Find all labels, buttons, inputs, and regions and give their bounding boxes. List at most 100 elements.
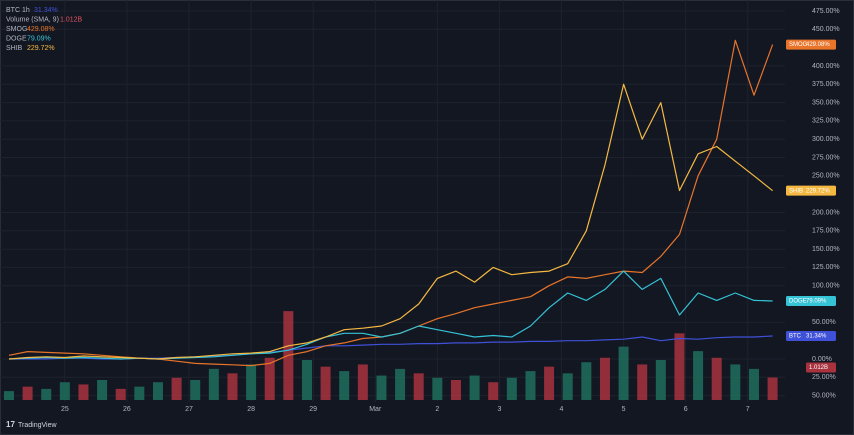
x-tick-label: 3	[497, 406, 501, 413]
legend-interval: 1h	[22, 7, 30, 14]
volume-bar	[767, 377, 778, 400]
volume-bar	[246, 364, 257, 400]
price-tag-box	[786, 185, 836, 196]
volume-bar	[152, 382, 163, 400]
price-tag: SHIB 229.72%	[786, 185, 836, 196]
legend-value: 429.08%	[27, 26, 55, 33]
legend-name: Volume (SMA, 9)	[6, 16, 59, 23]
volume-bar	[581, 362, 592, 400]
volume-bar	[469, 375, 480, 400]
volume-bar	[357, 364, 368, 400]
price-tag: BTC 31.34%	[786, 331, 836, 342]
price-tag: DOGE 79.09%	[786, 296, 836, 307]
price-tag-name: SMOG	[789, 42, 808, 48]
volume-bar	[730, 364, 741, 400]
y-tick-label: 175.00%	[812, 228, 840, 235]
y-tick-label: 450.00%	[812, 26, 840, 33]
y-tick-label: 400.00%	[812, 63, 840, 70]
volume-bar	[599, 357, 610, 400]
price-tag-box	[786, 39, 836, 50]
volume-bar	[488, 382, 499, 400]
volume-tag-value: 1.012B	[809, 365, 828, 371]
y-tick-label: 25.00%	[812, 374, 836, 381]
volume-bar	[78, 384, 89, 400]
y-tick-label: 100.00%	[812, 283, 840, 290]
y-tick-label: 300.00%	[812, 136, 840, 143]
x-tick-label: 7	[746, 406, 750, 413]
volume-bar	[190, 380, 201, 400]
legend-value: 229.72%	[27, 45, 55, 52]
volume-bar	[115, 388, 126, 400]
y-tick-label: 250.00%	[812, 173, 840, 180]
price-tag-value: 79.09%	[806, 299, 827, 305]
volume-bar	[320, 366, 331, 400]
y-tick-label: 0.00%	[812, 356, 832, 363]
volume-bar	[544, 366, 555, 400]
y-tick-label: 275.00%	[812, 154, 840, 161]
volume-bar	[22, 386, 33, 400]
legend-value: 79.09%	[27, 35, 51, 42]
legend-value: 1.012B	[60, 16, 83, 23]
volume-bar	[41, 388, 52, 400]
y-tick-label: 350.00%	[812, 99, 840, 106]
volume-bar	[655, 360, 666, 400]
volume-bar	[693, 351, 704, 400]
volume-bar	[413, 373, 424, 400]
volume-bar	[134, 386, 145, 400]
x-tick-label: 26	[123, 406, 131, 413]
price-tag-value: 229.72%	[806, 188, 830, 194]
volume-bar	[711, 357, 722, 400]
volume-bar	[562, 373, 573, 400]
y-tick-label: 150.00%	[812, 246, 840, 253]
x-tick-label: 2	[435, 406, 439, 413]
volume-bar	[450, 380, 461, 400]
volume-bar	[618, 346, 629, 400]
legend-name: SHIB	[6, 45, 23, 52]
volume-bar	[97, 380, 108, 400]
volume-bar	[432, 377, 443, 400]
volume-bar	[525, 371, 536, 400]
legend-name: DOGE	[6, 35, 27, 42]
price-tag-value: 429.08%	[806, 42, 830, 48]
price-tag-box	[786, 296, 836, 307]
volume-bar	[395, 368, 406, 400]
y-tick-label: 375.00%	[812, 81, 840, 88]
volume-bar	[506, 377, 517, 400]
volume-bar	[3, 391, 14, 400]
x-tick-label: 25	[61, 406, 69, 413]
y-tick-label: 475.00%	[812, 8, 840, 15]
y-tick-label: 50.00%	[812, 392, 836, 399]
price-tag-box	[786, 331, 836, 342]
volume-bar	[301, 360, 312, 400]
price-tag-name: BTC	[789, 334, 802, 340]
volume-bar	[339, 371, 350, 400]
volume-bar	[376, 375, 387, 400]
volume-bar	[637, 364, 648, 400]
price-tag-value: 31.34%	[806, 334, 827, 340]
volume-bar	[171, 377, 182, 400]
logo: 17 TradingView	[6, 420, 57, 429]
y-tick-label: 50.00%	[812, 319, 836, 326]
y-tick-label: 325.00%	[812, 118, 840, 125]
y-tick-label: 125.00%	[812, 264, 840, 271]
volume-bar	[264, 357, 275, 400]
x-tick-label: 28	[247, 406, 255, 413]
volume-bar	[208, 368, 219, 400]
price-tag-name: SHIB	[789, 188, 803, 194]
x-tick-label: 4	[560, 406, 564, 413]
x-tick-label: 6	[684, 406, 688, 413]
x-tick-label: 27	[185, 406, 193, 413]
volume-bar	[227, 373, 238, 400]
price-tag-name: DOGE	[789, 299, 807, 305]
y-tick-label: 200.00%	[812, 209, 840, 216]
logo-mark: 17	[6, 420, 15, 429]
volume-bar	[674, 333, 685, 400]
x-tick-label: 5	[622, 406, 626, 413]
legend-name: SMOG	[6, 26, 27, 33]
brand: TradingView	[18, 422, 57, 429]
volume-bar	[748, 368, 759, 400]
volume-tag-box	[806, 362, 836, 373]
